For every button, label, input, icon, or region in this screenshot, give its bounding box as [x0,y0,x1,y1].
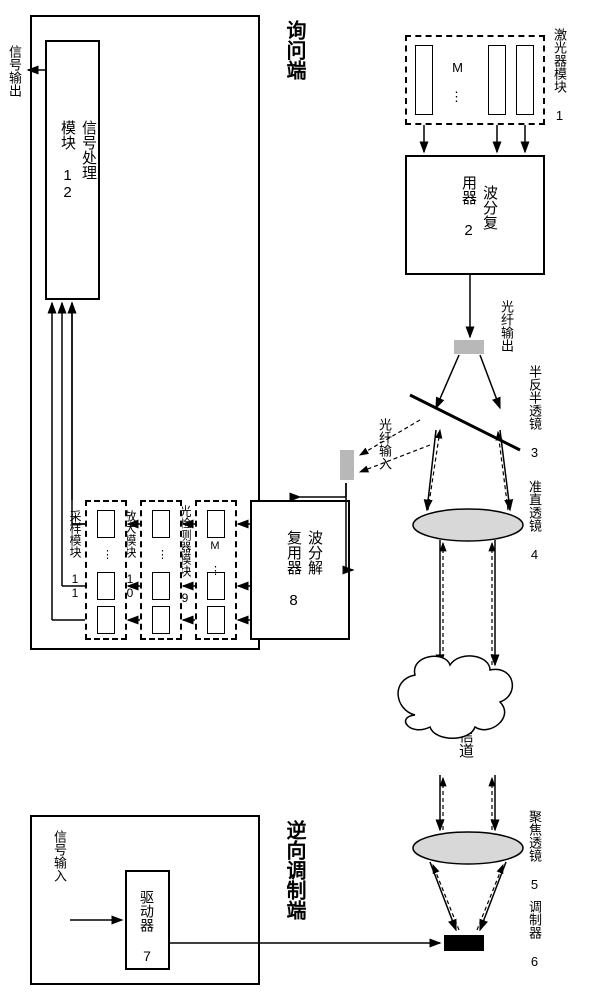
amp-2 [152,572,170,600]
fiber-output-label: 光纤输出 [497,300,516,352]
fiber-input-label: 光纤输入 [375,418,394,470]
signal-processing-label: 信号处理 模块 12 [57,120,99,201]
laser-unit-3 [516,45,534,115]
laser-unit-1 [415,45,433,115]
pd-3 [207,606,225,634]
samp-2 [97,572,115,600]
samp-1 [97,510,115,538]
signal-out-label: 信号输出 [5,45,24,97]
pd-1 [207,510,225,538]
samp-3 [97,606,115,634]
fiber-output [454,340,484,354]
pd-m-ellipsis: M ⋮ [209,540,222,577]
focusing-lens-label: 聚焦透镜 5 [525,810,544,892]
wdm-demux-label: 波分解 复用器 8 [283,530,325,609]
laser-module-label: 激光器模块 1 [550,28,569,123]
half-mirror-label: 半反半透镜 3 [525,365,544,460]
retro-modulator-title: 逆向调制端 [280,820,309,920]
sampling-label: 采样模块 11 [67,510,84,600]
laser-unit-2 [488,45,506,115]
amp-3 [152,606,170,634]
amp-1 [152,510,170,538]
modulator-label: 调制器 6 [525,900,544,969]
laser-m-ellipsis: M ⋮ [450,60,465,105]
atmos-channel-label: 大气信道 [455,698,476,758]
amp-m-ellipsis: ⋮ [157,548,168,561]
fiber-input [340,450,354,480]
modulator [444,935,484,951]
interrogator-title: 询问端 [280,20,309,80]
driver-label: 驱动器 7 [137,890,157,964]
signal-in-label: 信号输入 [50,830,69,882]
samp-m-ellipsis: ⋮ [102,548,113,561]
collimating-lens-label: 准直透镜 4 [525,480,544,562]
wdm-mux-label: 波分复 用器 2 [458,175,500,239]
